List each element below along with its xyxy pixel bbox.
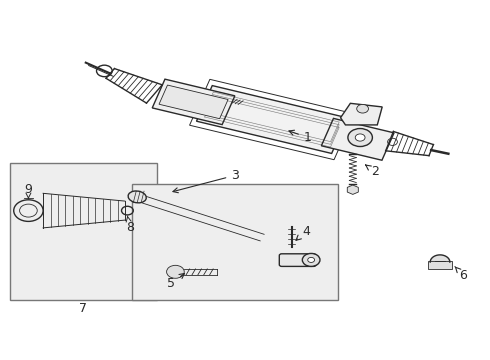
Text: 2: 2 (366, 165, 379, 178)
Text: 6: 6 (455, 267, 467, 282)
Polygon shape (196, 86, 347, 153)
Text: 9: 9 (24, 183, 32, 198)
Bar (10, 163, 157, 300)
Circle shape (308, 257, 315, 262)
Polygon shape (159, 85, 228, 119)
FancyBboxPatch shape (428, 261, 452, 269)
Polygon shape (341, 103, 382, 125)
Polygon shape (321, 118, 394, 160)
Circle shape (357, 104, 368, 113)
Text: 3: 3 (173, 169, 239, 193)
Circle shape (302, 253, 320, 266)
Text: 5: 5 (168, 274, 184, 290)
Polygon shape (152, 79, 235, 125)
Text: 1: 1 (289, 130, 312, 144)
Circle shape (167, 265, 184, 278)
Circle shape (348, 129, 372, 147)
Text: 7: 7 (79, 302, 87, 315)
Polygon shape (347, 185, 358, 194)
Text: 8: 8 (126, 216, 134, 234)
FancyBboxPatch shape (279, 254, 316, 266)
Ellipse shape (128, 191, 147, 203)
Circle shape (355, 134, 365, 141)
Bar (132, 184, 338, 300)
Text: 4: 4 (296, 225, 310, 240)
